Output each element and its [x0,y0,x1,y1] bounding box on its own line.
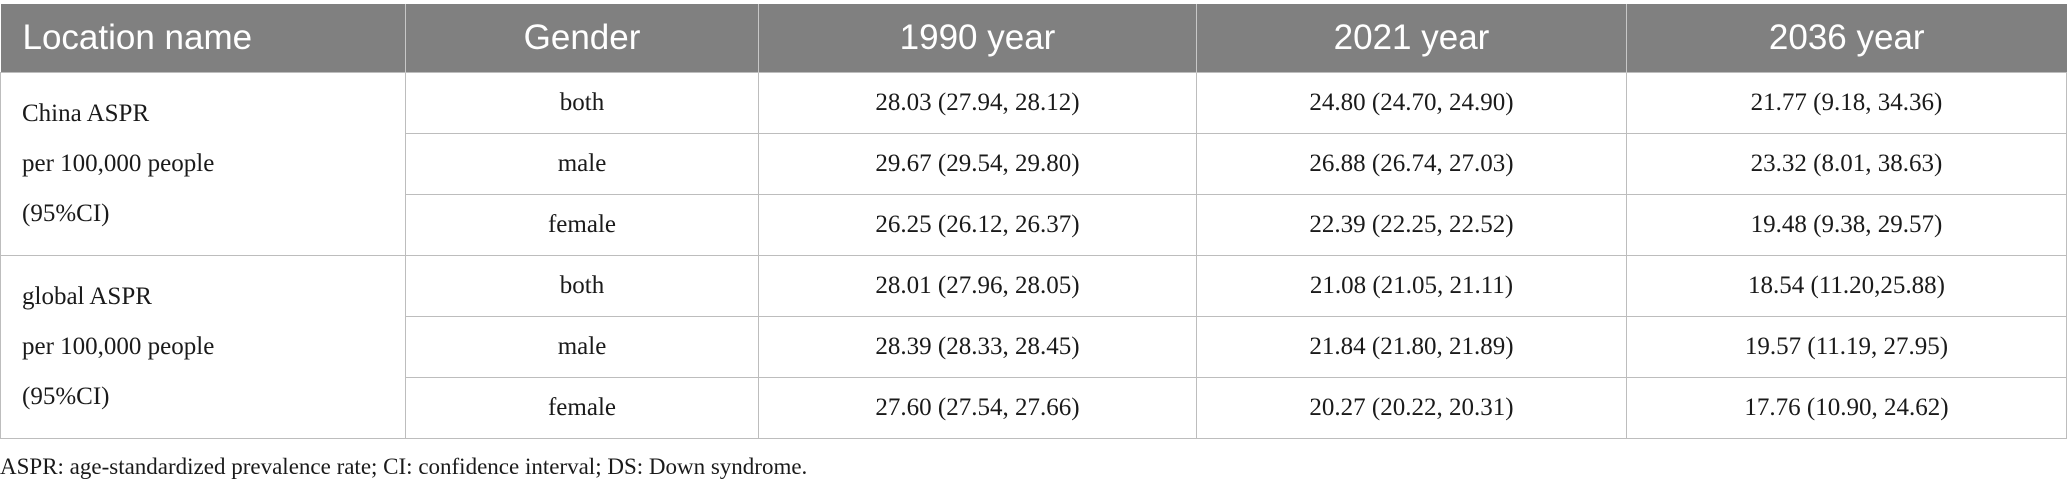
value-cell-1990: 26.25 (26.12, 26.37) [758,194,1197,256]
location-cell-global: global ASPR per 100,000 people (95%CI) [0,255,406,439]
table-row: male 29.67 (29.54, 29.80) 26.88 (26.74, … [1,133,2067,195]
table-footnote: ASPR: age-standardized prevalence rate; … [0,454,808,479]
data-table-container: Location name Gender 1990 year 2021 year… [0,4,2067,439]
header-1990-year: 1990 year [758,4,1197,73]
value-cell-1990: 27.60 (27.54, 27.66) [758,377,1197,439]
location-line: per 100,000 people [22,333,215,360]
gender-cell: both [405,72,759,134]
location-line: per 100,000 people [22,150,215,177]
value-cell-2021: 21.08 (21.05, 21.11) [1196,255,1627,317]
gender-cell: both [405,255,759,317]
value-cell-2036: 17.76 (10.90, 24.62) [1626,377,2067,439]
gender-cell: female [405,377,759,439]
location-line: global ASPR [22,283,152,310]
value-cell-2036: 18.54 (11.20,25.88) [1626,255,2067,317]
table-row: female 27.60 (27.54, 27.66) 20.27 (20.22… [1,377,2067,439]
header-gender: Gender [405,4,759,73]
location-cell-china: China ASPR per 100,000 people (95%CI) [0,72,406,256]
value-cell-1990: 28.39 (28.33, 28.45) [758,316,1197,378]
table-row: global ASPR per 100,000 people (95%CI) b… [0,255,2067,439]
value-cell-2021: 24.80 (24.70, 24.90) [1196,72,1627,134]
location-line: (95%CI) [22,383,110,410]
table-row: male 28.39 (28.33, 28.45) 21.84 (21.80, … [1,316,2067,378]
value-cell-2021: 21.84 (21.80, 21.89) [1196,316,1627,378]
value-cell-2021: 20.27 (20.22, 20.31) [1196,377,1627,439]
value-cell-1990: 29.67 (29.54, 29.80) [758,133,1197,195]
value-cell-2036: 19.48 (9.38, 29.57) [1626,194,2067,256]
value-cell-2021: 22.39 (22.25, 22.52) [1196,194,1627,256]
table-header-row: Location name Gender 1990 year 2021 year… [0,4,2067,73]
table-row: China ASPR per 100,000 people (95%CI) bo… [0,72,2067,256]
gender-cell: male [405,133,759,195]
location-line: (95%CI) [22,200,110,227]
value-cell-2021: 26.88 (26.74, 27.03) [1196,133,1627,195]
header-2021-year: 2021 year [1196,4,1627,73]
value-cell-1990: 28.01 (27.96, 28.05) [758,255,1197,317]
value-cell-2036: 19.57 (11.19, 27.95) [1626,316,2067,378]
location-line: China ASPR [22,100,150,127]
value-cell-1990: 28.03 (27.94, 28.12) [758,72,1197,134]
gender-cell: female [405,194,759,256]
gender-cell: male [405,316,759,378]
table-row: female 26.25 (26.12, 26.37) 22.39 (22.25… [1,194,2067,256]
value-cell-2036: 21.77 (9.18, 34.36) [1626,72,2067,134]
value-cell-2036: 23.32 (8.01, 38.63) [1626,133,2067,195]
aspr-table: Location name Gender 1990 year 2021 year… [0,4,2067,439]
header-location-name: Location name [0,4,406,73]
header-2036-year: 2036 year [1626,4,2067,73]
